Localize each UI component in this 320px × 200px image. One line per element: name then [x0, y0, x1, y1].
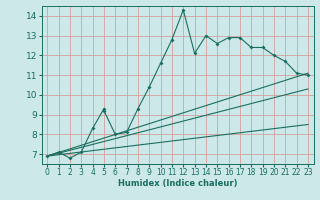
X-axis label: Humidex (Indice chaleur): Humidex (Indice chaleur) — [118, 179, 237, 188]
